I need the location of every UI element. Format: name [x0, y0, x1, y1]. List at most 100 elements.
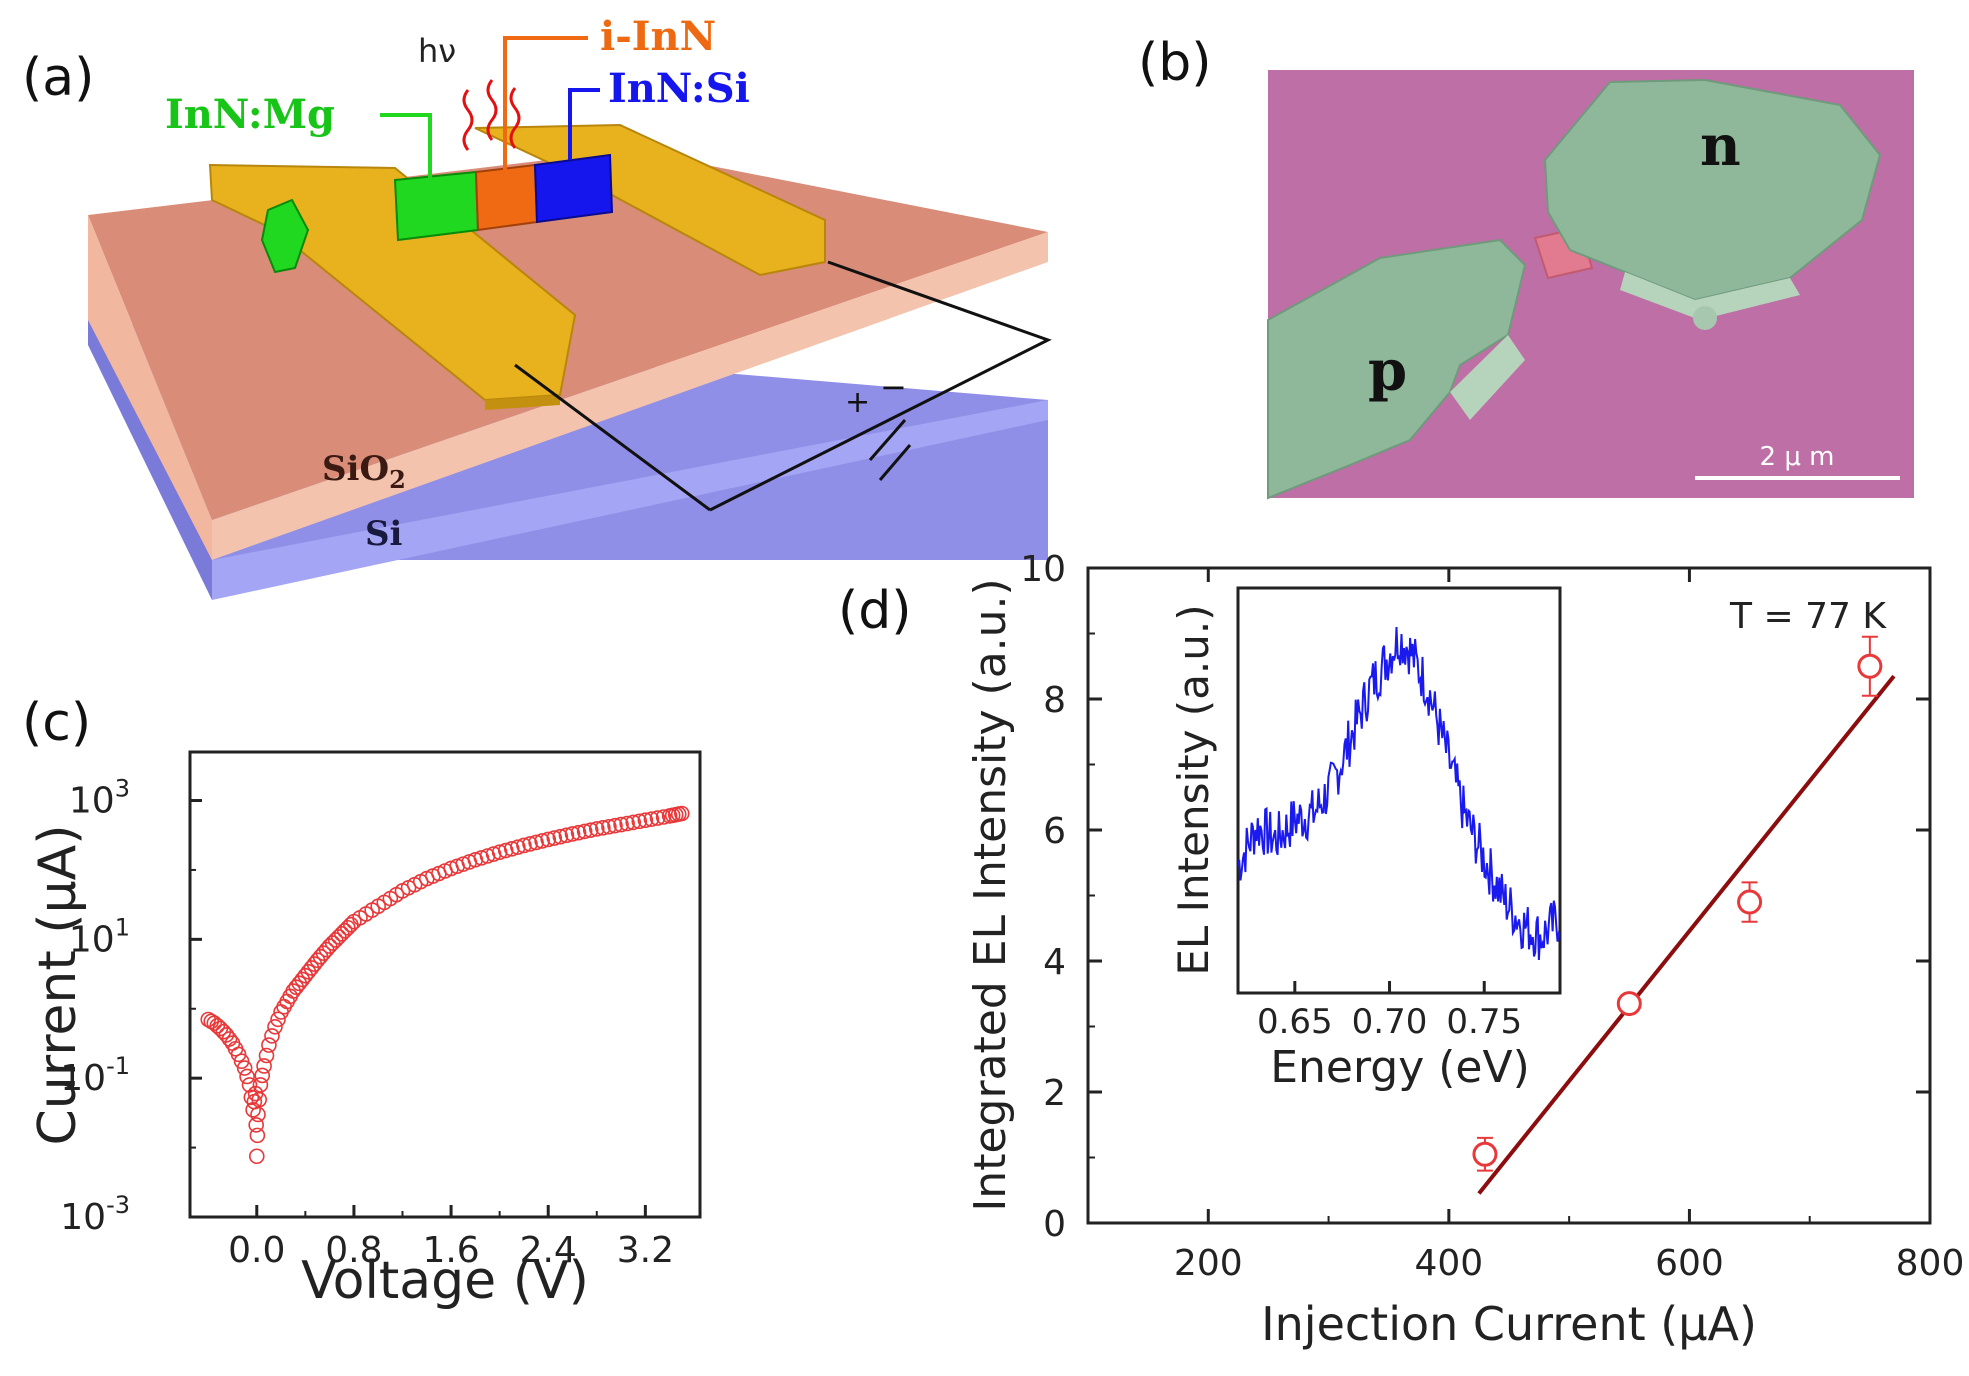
plot-d-data-point [1857, 653, 1883, 679]
plot-d-ticks [1088, 566, 1932, 1225]
plot-c-data-point [239, 1068, 255, 1085]
plot-c-data-point [248, 1148, 265, 1165]
plot-d-x-tick-label: 200 [1174, 1243, 1243, 1284]
plot-c-data-point [256, 1058, 272, 1074]
plot-d-y-tick-labels: 0 2 4 6 8 10 [1020, 549, 1066, 1245]
plot-c-data-point [258, 1047, 275, 1064]
panel-a: (a) SiO2 Si + − hν InN:Mg i [22, 13, 1052, 600]
plot-c-data-point [595, 820, 611, 836]
inset-x-tick-label: 0.70 [1352, 1002, 1428, 1042]
left-electrode-shade [485, 395, 560, 410]
panel-d: (d) 200 400 600 800 0 2 4 6 8 10 T = 77 K Inject… [838, 549, 1964, 1351]
battery-plus: + [845, 385, 870, 420]
plot-d-fit-line [1477, 674, 1896, 1195]
plot-c-x-tick-label: 1.6 [422, 1230, 479, 1271]
si-layer-side [88, 310, 212, 600]
n-contact-pad [1543, 78, 1882, 302]
inset-x-tick-label: 0.65 [1257, 1002, 1333, 1042]
plot-c-data-point [637, 812, 654, 829]
plot-c-data-point [491, 844, 508, 861]
plot-c-frame [188, 750, 702, 1219]
plot-c-x-tick-label: 2.4 [520, 1230, 577, 1271]
plot-c-y-tick-label: 10-1 [60, 1052, 130, 1099]
plot-c-data-point [655, 809, 672, 825]
wire-i-segment [474, 163, 539, 232]
plot-c-data-point [607, 817, 623, 834]
scale-bar-label: 2 μ m [1760, 442, 1835, 472]
photon-wave-2 [486, 79, 498, 141]
plot-d-y-tick-label: 6 [1043, 811, 1066, 852]
plot-c-x-tick-labels: 0.0 0.8 1.6 2.4 3.2 [228, 1230, 674, 1271]
plot-c-data-point [233, 1053, 250, 1070]
plot-c-data-point [649, 810, 666, 826]
plot-c-data-point [673, 805, 690, 822]
plot-c-data-point [250, 1106, 266, 1123]
plot-d-x-tick-label: 600 [1655, 1243, 1724, 1284]
plot-c-data-point [510, 839, 526, 855]
plot-d-data-point [1737, 889, 1763, 915]
plot-c-x-tick-label: 0.8 [325, 1230, 382, 1271]
plot-c-y-tick-labels: 10-3 10-1 101 103 [60, 775, 130, 1238]
plot-c-y-tick-label: 10-3 [60, 1191, 130, 1238]
plot-c-data-point [619, 815, 635, 832]
circuit-wire-lower [514, 363, 711, 512]
plot-c-data-points [200, 805, 690, 1165]
inset-x-tick-labels: 0.65 0.70 0.75 [1257, 1002, 1522, 1042]
wire-end-cap [260, 198, 310, 274]
plot-c-x-tick-label: 0.0 [228, 1230, 285, 1271]
label-inn-mg: InN:Mg [165, 91, 335, 138]
plot-c-data-point [324, 935, 341, 951]
battery-minus: − [880, 368, 907, 406]
callout-p [380, 113, 432, 185]
plot-d-y-tick-label: 2 [1043, 1073, 1066, 1114]
panel-d-label: (d) [838, 581, 912, 641]
photon-wave-1 [462, 89, 474, 151]
plot-c-data-point [243, 1089, 260, 1106]
panel-c: (c) 0.0 0.8 1.6 2.4 3.2 10-3 10-1 101 103 Volta… [22, 693, 702, 1311]
plot-c-x-axis-title: Voltage (V) [301, 1251, 589, 1311]
plot-c-data-point [522, 836, 538, 852]
plot-c-data-point [588, 821, 605, 837]
inset-spectrum-line [1238, 627, 1560, 961]
plot-c-data-point [497, 842, 514, 859]
plot-c-data-point [337, 922, 353, 939]
plot-d-y-tick-label: 10 [1020, 549, 1066, 590]
plot-c-data-point [340, 919, 356, 936]
plot-d-data-point [1472, 1141, 1498, 1167]
plot-d-temperature-annotation: T = 77 K [1729, 596, 1887, 637]
plot-c-data-point [528, 834, 544, 851]
n-label: n [1700, 113, 1741, 179]
wire-n-segment [533, 153, 614, 224]
plot-c-data-point [279, 993, 295, 1010]
panel-c-label: (c) [22, 693, 91, 753]
sio2-side [88, 215, 212, 560]
inset-frame [1236, 586, 1562, 995]
plot-c-ticks [190, 799, 647, 1219]
label-i-inn: i-InN [600, 13, 716, 60]
wire-p-segment [393, 170, 480, 242]
plot-c-x-tick-label: 3.2 [617, 1230, 674, 1271]
plot-c-y-tick-label: 101 [69, 913, 130, 960]
plot-c-data-point [503, 841, 520, 857]
plot-d-y-tick-label: 0 [1043, 1204, 1066, 1245]
plot-c-y-tick-label: 103 [69, 775, 130, 822]
plot-c-data-point [254, 1067, 271, 1084]
panel-b: (b) p n 2 μ m [1138, 33, 1914, 500]
plot-c-data-point [248, 1117, 264, 1133]
plot-d-y-tick-label: 4 [1043, 942, 1066, 983]
plot-c-data-point [333, 926, 350, 942]
plot-c-data-point [570, 824, 587, 841]
plot-c-data-point [534, 833, 550, 849]
plot-c-data-point [249, 1127, 266, 1144]
circuit-wire [709, 260, 1052, 512]
si-layer-bottom [212, 400, 1048, 600]
plot-c-data-point [252, 1077, 269, 1093]
plot-c-data-point [267, 1018, 283, 1035]
plot-d-x-tick-labels: 200 400 600 800 [1174, 1243, 1964, 1284]
callout-i [503, 36, 588, 170]
panel-a-label: (a) [22, 48, 94, 108]
p-label: p [1368, 338, 1407, 404]
plot-c-data-point [625, 814, 642, 831]
inset-x-tick-label: 0.75 [1446, 1002, 1522, 1042]
inset-x-axis-title: Energy (eV) [1270, 1042, 1530, 1093]
